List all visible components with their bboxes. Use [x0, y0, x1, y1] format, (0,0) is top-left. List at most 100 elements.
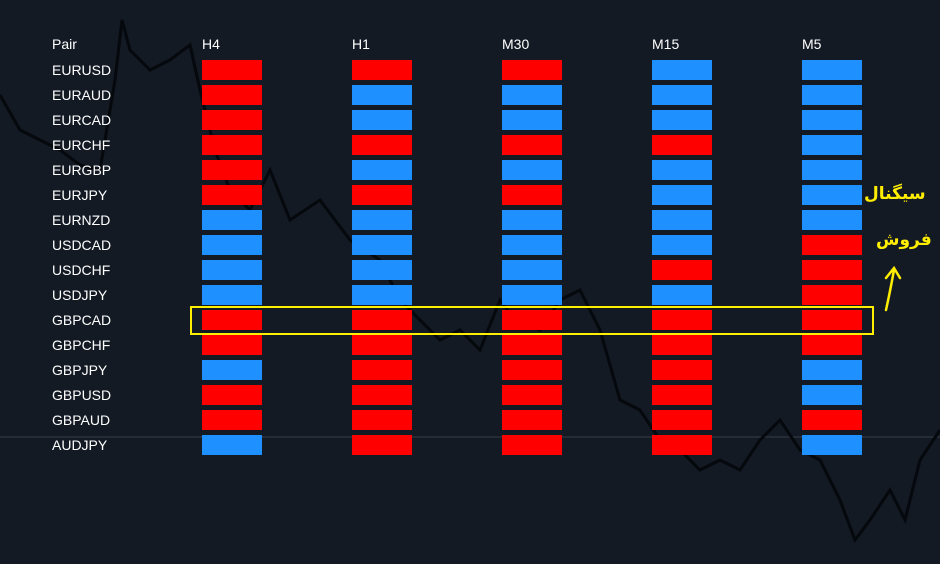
signal-cell-eurcad-m5-buy	[802, 110, 862, 130]
signal-cell-gbpchf-m15-sell	[652, 335, 712, 355]
signal-cell-eurcad-h1-buy	[352, 110, 412, 130]
signal-cell-gbpcad-m30-sell	[502, 310, 562, 330]
signal-cell-usdchf-m5-sell	[802, 260, 862, 280]
timeframe-header-m5: M5	[802, 36, 822, 52]
signal-cell-eurchf-h1-sell	[352, 135, 412, 155]
signal-cell-gbpaud-h1-sell	[352, 410, 412, 430]
signal-cell-eurusd-m5-buy	[802, 60, 862, 80]
signal-cell-euraud-h4-sell	[202, 85, 262, 105]
signal-cell-usdchf-h1-buy	[352, 260, 412, 280]
signal-cell-usdchf-m15-sell	[652, 260, 712, 280]
signal-cell-usdcad-m5-sell	[802, 235, 862, 255]
timeframe-header-m30: M30	[502, 36, 530, 52]
signal-cell-gbpjpy-m5-buy	[802, 360, 862, 380]
signal-cell-eurusd-m15-buy	[652, 60, 712, 80]
signal-cell-eurjpy-m15-buy	[652, 185, 712, 205]
signal-cell-audjpy-m5-buy	[802, 435, 862, 455]
signal-cell-audjpy-m30-sell	[502, 435, 562, 455]
pair-label-euraud: EURAUD	[52, 87, 112, 103]
signal-cell-euraud-m30-buy	[502, 85, 562, 105]
signal-cell-gbpusd-h1-sell	[352, 385, 412, 405]
signal-cell-eurgbp-h4-sell	[202, 160, 262, 180]
signal-cell-usdjpy-h4-buy	[202, 285, 262, 305]
timeframe-header-h1: H1	[352, 36, 370, 52]
signal-cell-usdcad-m15-buy	[652, 235, 712, 255]
signal-cell-eurcad-m30-buy	[502, 110, 562, 130]
pair-label-usdcad: USDCAD	[52, 237, 112, 253]
signal-cell-gbpjpy-m15-sell	[652, 360, 712, 380]
signal-cell-usdcad-m30-buy	[502, 235, 562, 255]
signal-cell-eurnzd-h1-buy	[352, 210, 412, 230]
signal-cell-eurnzd-m15-buy	[652, 210, 712, 230]
annotation-sell-text: فروش	[876, 230, 932, 250]
signal-cell-eurusd-h4-sell	[202, 60, 262, 80]
signal-cell-eurchf-m15-sell	[652, 135, 712, 155]
signal-cell-eurgbp-h1-buy	[352, 160, 412, 180]
annotation-signal-text: سیگنال	[864, 184, 926, 204]
signal-cell-gbpjpy-m30-sell	[502, 360, 562, 380]
signal-cell-usdchf-m30-buy	[502, 260, 562, 280]
signal-cell-eurnzd-m5-buy	[802, 210, 862, 230]
signal-cell-gbpaud-m5-sell	[802, 410, 862, 430]
pair-label-eurusd: EURUSD	[52, 62, 112, 78]
signal-cell-usdjpy-m5-sell	[802, 285, 862, 305]
pair-label-eurjpy: EURJPY	[52, 187, 108, 203]
signal-cell-eurgbp-m15-buy	[652, 160, 712, 180]
signal-cell-gbpusd-h4-sell	[202, 385, 262, 405]
highlight-box-gbpcad	[190, 306, 874, 335]
signal-cell-eurjpy-h4-sell	[202, 185, 262, 205]
signal-cell-eurusd-h1-sell	[352, 60, 412, 80]
signal-cell-gbpusd-m15-sell	[652, 385, 712, 405]
pair-label-usdjpy: USDJPY	[52, 287, 108, 303]
signal-cell-eurcad-m15-buy	[652, 110, 712, 130]
pair-label-gbpcad: GBPCAD	[52, 312, 112, 328]
signal-cell-gbpcad-h4-sell	[202, 310, 262, 330]
signal-cell-usdcad-h4-buy	[202, 235, 262, 255]
signal-cell-eurchf-m30-sell	[502, 135, 562, 155]
signal-cell-usdjpy-h1-buy	[352, 285, 412, 305]
pair-label-audjpy: AUDJPY	[52, 437, 108, 453]
signal-cell-audjpy-h4-buy	[202, 435, 262, 455]
signal-cell-gbpusd-m30-sell	[502, 385, 562, 405]
timeframe-header-m15: M15	[652, 36, 680, 52]
pair-label-eurchf: EURCHF	[52, 137, 111, 153]
signal-cell-gbpchf-h1-sell	[352, 335, 412, 355]
arrow-up-icon	[884, 265, 902, 312]
signal-cell-usdcad-h1-buy	[352, 235, 412, 255]
signal-cell-euraud-m15-buy	[652, 85, 712, 105]
timeframe-header-h4: H4	[202, 36, 220, 52]
signal-cell-eurgbp-m5-buy	[802, 160, 862, 180]
signal-cell-gbpchf-m30-sell	[502, 335, 562, 355]
signal-cell-gbpchf-h4-sell	[202, 335, 262, 355]
pair-column-header: Pair	[52, 36, 77, 52]
signal-cell-audjpy-m15-sell	[652, 435, 712, 455]
pair-label-usdchf: USDCHF	[52, 262, 111, 278]
signal-cell-gbpjpy-h1-sell	[352, 360, 412, 380]
signal-cell-eurchf-h4-sell	[202, 135, 262, 155]
signal-cell-eurjpy-m30-sell	[502, 185, 562, 205]
price-line	[0, 19, 940, 544]
pair-label-gbpaud: GBPAUD	[52, 412, 111, 428]
pair-label-gbpchf: GBPCHF	[52, 337, 111, 353]
signal-cell-gbpjpy-h4-buy	[202, 360, 262, 380]
signal-cell-usdjpy-m15-buy	[652, 285, 712, 305]
signal-cell-audjpy-h1-sell	[352, 435, 412, 455]
signal-cell-euraud-m5-buy	[802, 85, 862, 105]
signal-cell-usdchf-h4-buy	[202, 260, 262, 280]
signal-cell-gbpcad-m5-sell	[802, 310, 862, 330]
signal-cell-gbpusd-m5-buy	[802, 385, 862, 405]
signal-cell-eurcad-h4-sell	[202, 110, 262, 130]
signal-cell-gbpaud-m15-sell	[652, 410, 712, 430]
signal-cell-eurusd-m30-sell	[502, 60, 562, 80]
signal-cell-eurgbp-m30-buy	[502, 160, 562, 180]
signal-cell-gbpchf-m5-sell	[802, 335, 862, 355]
pair-label-eurcad: EURCAD	[52, 112, 112, 128]
pair-label-gbpjpy: GBPJPY	[52, 362, 108, 378]
signal-cell-gbpcad-h1-sell	[352, 310, 412, 330]
signal-cell-gbpaud-m30-sell	[502, 410, 562, 430]
signal-cell-eurjpy-m5-buy	[802, 185, 862, 205]
signal-cell-gbpaud-h4-sell	[202, 410, 262, 430]
pair-label-eurgbp: EURGBP	[52, 162, 112, 178]
signal-cell-eurnzd-m30-buy	[502, 210, 562, 230]
